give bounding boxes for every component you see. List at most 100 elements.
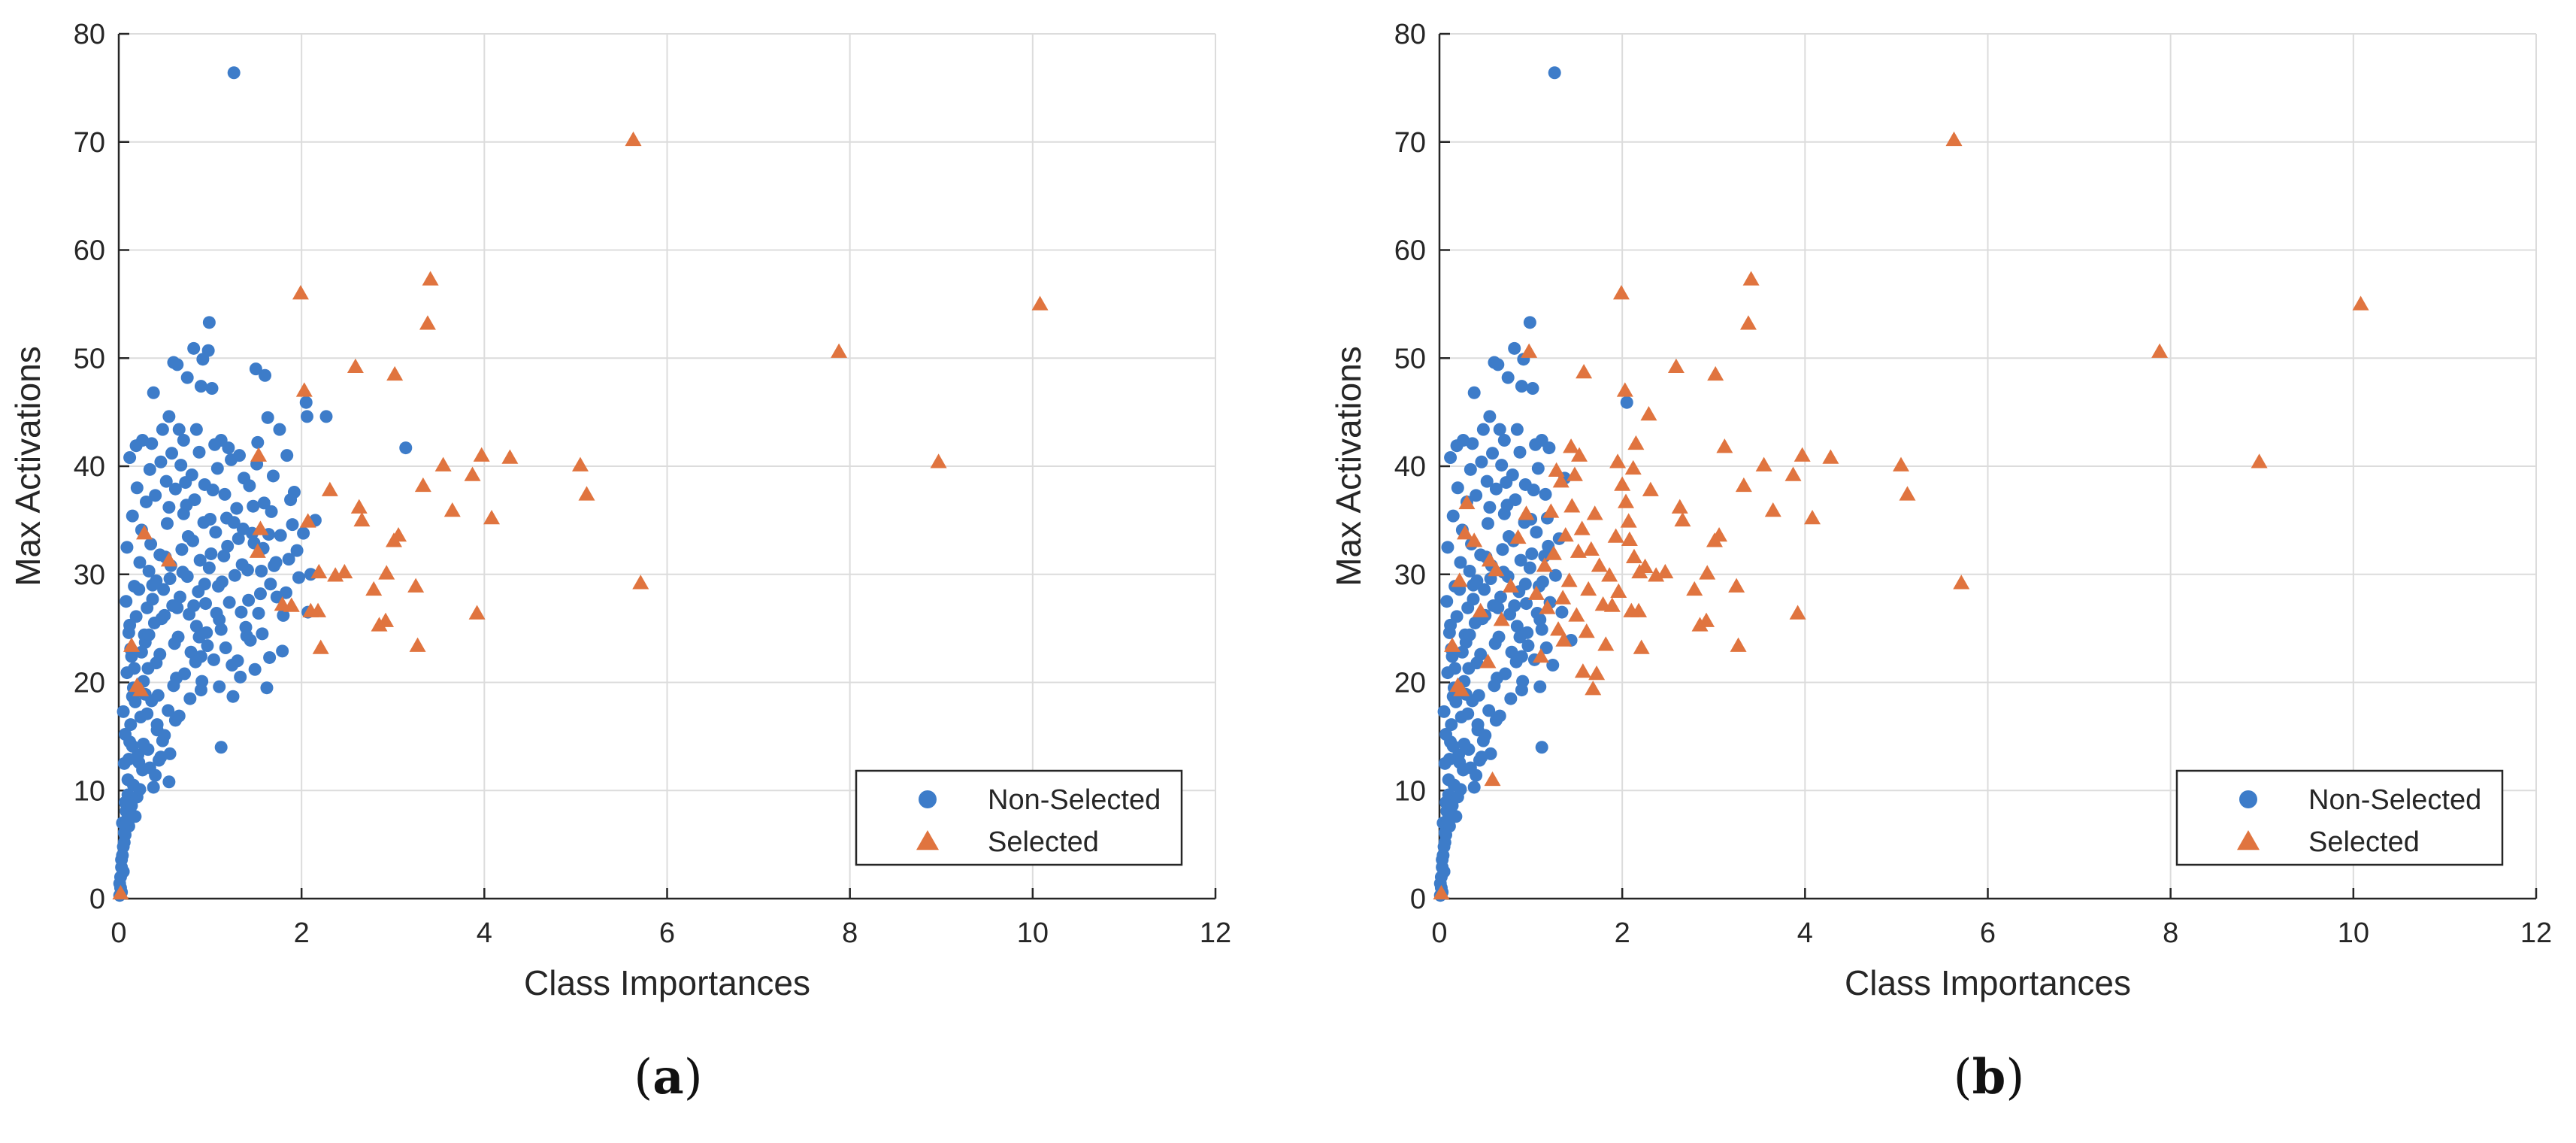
point-non-selected — [120, 813, 134, 826]
point-selected — [274, 596, 291, 611]
point-selected — [1479, 653, 1497, 669]
point-selected — [347, 358, 364, 373]
point-non-selected — [187, 599, 201, 612]
point-selected — [1630, 602, 1648, 617]
point-non-selected — [124, 718, 138, 732]
point-non-selected — [299, 396, 313, 409]
point-selected — [1453, 681, 1470, 696]
point-non-selected — [273, 423, 286, 436]
point-non-selected — [156, 423, 169, 436]
point-non-selected — [260, 681, 274, 695]
point-selected — [483, 510, 501, 525]
point-selected — [321, 481, 338, 496]
point-non-selected — [194, 380, 207, 393]
x-tick-label: 0 — [1431, 917, 1447, 949]
point-non-selected — [1446, 509, 1460, 523]
point-selected — [123, 637, 141, 652]
point-non-selected — [213, 680, 226, 693]
point-non-selected — [259, 368, 272, 382]
point-non-selected — [1483, 410, 1497, 423]
point-non-selected — [1441, 541, 1454, 554]
point-selected — [1707, 365, 1724, 381]
point-non-selected — [1523, 561, 1536, 575]
point-selected — [422, 271, 439, 286]
point-non-selected — [171, 630, 185, 644]
point-selected — [160, 552, 177, 567]
point-non-selected — [199, 597, 213, 611]
point-non-selected — [228, 568, 241, 582]
point-non-selected — [185, 468, 198, 481]
point-non-selected — [1489, 714, 1503, 727]
point-non-selected — [117, 840, 130, 853]
point-non-selected — [1448, 662, 1462, 675]
point-non-selected — [115, 860, 129, 874]
point-selected — [353, 511, 371, 527]
point-selected — [1612, 285, 1630, 300]
point-non-selected — [1536, 575, 1549, 589]
point-non-selected — [214, 623, 228, 636]
point-non-selected — [1530, 526, 1543, 539]
point-non-selected — [261, 411, 274, 424]
point-non-selected — [193, 553, 207, 567]
point-non-selected — [150, 574, 163, 587]
point-selected — [1433, 884, 1450, 900]
point-selected — [299, 513, 316, 528]
point-non-selected — [1463, 564, 1476, 578]
point-non-selected — [1520, 597, 1533, 611]
point-non-selected — [1493, 423, 1506, 436]
point-non-selected — [222, 441, 235, 455]
point-non-selected — [222, 596, 236, 609]
point-selected — [1735, 477, 1752, 493]
point-selected — [1671, 499, 1688, 514]
point-selected — [1451, 572, 1468, 587]
point-selected — [350, 499, 368, 514]
point-non-selected — [202, 561, 216, 575]
point-selected — [1597, 636, 1615, 651]
point-non-selected — [1502, 529, 1515, 543]
point-non-selected — [1505, 645, 1518, 659]
point-selected — [1667, 358, 1685, 373]
point-non-selected — [1466, 437, 1479, 450]
point-non-selected — [128, 662, 141, 675]
point-non-selected — [242, 593, 256, 607]
point-selected — [1552, 473, 1570, 488]
legend-label: Non-Selected — [2308, 784, 2481, 816]
point-selected — [407, 578, 425, 593]
point-selected — [1571, 447, 1588, 462]
point-non-selected — [117, 705, 130, 718]
point-non-selected — [1444, 451, 1458, 464]
point-non-selected — [129, 695, 142, 708]
data-points — [112, 66, 1049, 902]
point-non-selected — [205, 382, 219, 395]
point-non-selected — [172, 423, 186, 436]
point-non-selected — [1535, 623, 1548, 636]
x-tick-label: 8 — [2163, 917, 2178, 949]
point-non-selected — [171, 601, 184, 614]
point-non-selected — [1542, 441, 1556, 455]
point-selected — [1545, 545, 1562, 560]
point-non-selected — [1513, 445, 1527, 459]
y-tick-label: 60 — [74, 235, 105, 267]
point-non-selected — [194, 684, 207, 697]
point-non-selected — [286, 518, 299, 532]
point-selected — [1574, 663, 1591, 678]
point-selected — [2352, 296, 2369, 311]
point-non-selected — [1479, 729, 1492, 742]
point-non-selected — [128, 580, 141, 593]
point-selected — [1794, 447, 1811, 462]
scatter-panel-b: 0 2 4 6 8 10 12 0 10 20 30 40 50 60 70 80 Class Importan… — [1329, 19, 2552, 1002]
point-non-selected — [1510, 620, 1524, 633]
legend-marker-circle — [919, 790, 937, 808]
y-tick-label: 80 — [74, 19, 105, 50]
point-non-selected — [150, 718, 164, 732]
point-non-selected — [119, 828, 132, 841]
point-non-selected — [399, 441, 413, 455]
point-selected — [468, 605, 486, 620]
point-selected — [1566, 466, 1583, 481]
point-non-selected — [133, 556, 147, 569]
point-non-selected — [1454, 783, 1467, 796]
point-non-selected — [226, 659, 239, 672]
point-non-selected — [1546, 659, 1560, 672]
point-selected — [1636, 558, 1654, 573]
legend-label: Non-Selected — [988, 784, 1161, 816]
